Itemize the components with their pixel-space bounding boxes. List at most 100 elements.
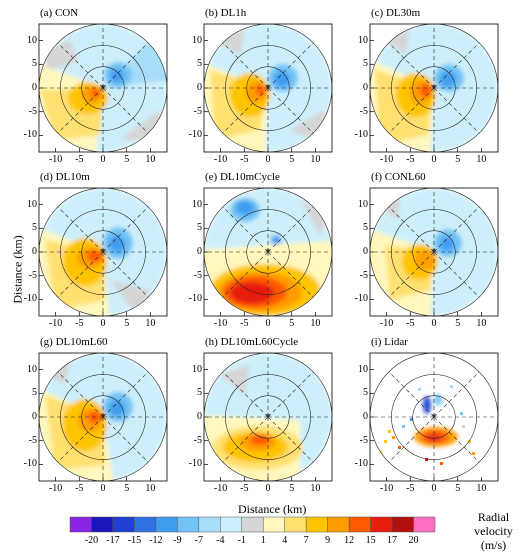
- radar-site-marker: *: [101, 83, 106, 93]
- panel-title-b: (b) DL1h: [205, 7, 247, 19]
- colorbar-swatch: [284, 516, 307, 533]
- x-tick-label: 5: [455, 483, 461, 494]
- panel-grid: *: [369, 352, 499, 482]
- colorbar-tick-label: 17: [387, 535, 398, 546]
- azimuth-spoke: [222, 371, 269, 418]
- azimuth-spoke: [433, 371, 480, 418]
- x-tick-label: 5: [124, 483, 130, 494]
- y-tick-label: 0: [363, 82, 368, 93]
- radar-site-marker: *: [432, 83, 437, 93]
- x-tick-label: 10: [310, 483, 321, 494]
- y-tick-label: 10: [358, 34, 368, 46]
- azimuth-spoke: [102, 416, 149, 463]
- azimuth-spoke: [102, 371, 149, 418]
- y-tick-label: -5: [359, 434, 368, 446]
- colorbar-swatch: [198, 516, 221, 533]
- colorbar-tick-label: -17: [106, 535, 120, 546]
- azimuth-spoke: [388, 371, 435, 418]
- x-tick-label: -5: [75, 318, 84, 329]
- azimuth-spoke: [388, 206, 435, 253]
- azimuth-spoke: [433, 416, 480, 463]
- x-tick-label: 0: [265, 154, 271, 165]
- y-tick-label: -5: [193, 269, 202, 281]
- radar-site-marker: *: [432, 412, 437, 422]
- colorbar-swatch: [177, 516, 200, 533]
- x-tick-label: -5: [240, 154, 249, 165]
- colorbar-swatch: [241, 516, 264, 533]
- azimuth-spoke: [433, 87, 480, 134]
- x-tick-label: 0: [431, 483, 437, 494]
- x-tick-label: -5: [406, 154, 415, 165]
- y-tick-label: 10: [27, 34, 37, 46]
- y-tick-label: 5: [32, 58, 37, 70]
- y-tick-label: -10: [188, 293, 202, 305]
- y-tick-label: -5: [28, 269, 37, 281]
- x-tick-label: 10: [310, 318, 321, 329]
- y-tick-label: -5: [193, 434, 202, 446]
- y-tick-label: -5: [359, 269, 368, 281]
- y-tick-label: 10: [192, 34, 202, 46]
- y-tick-label: 5: [363, 387, 368, 399]
- x-tick-label: 5: [455, 154, 461, 165]
- radar-site-marker: *: [432, 247, 437, 257]
- colorbar-swatch: [155, 516, 178, 533]
- x-tick-label: 5: [289, 154, 295, 165]
- azimuth-spoke: [267, 371, 314, 418]
- azimuth-spoke: [388, 251, 435, 298]
- azimuth-spoke: [433, 42, 480, 89]
- panel-title-i: (i) Lidar: [371, 336, 408, 348]
- colorbar-swatch: [391, 516, 414, 533]
- y-tick-label: 0: [32, 411, 37, 422]
- y-tick-label: 5: [363, 58, 368, 70]
- x-tick-label: -10: [48, 483, 63, 494]
- colorbar-tick-label: -1: [237, 535, 246, 546]
- panel-title-e: (e) DL10mCycle: [205, 171, 280, 183]
- y-tick-label: 5: [197, 387, 202, 399]
- colorbar-tick-label: -12: [149, 535, 163, 546]
- azimuth-spoke: [57, 416, 104, 463]
- colorbar-swatch: [413, 516, 436, 533]
- radar-site-marker: *: [266, 412, 271, 422]
- azimuth-spoke: [57, 251, 104, 298]
- colorbar-tick-label: 1: [260, 535, 266, 546]
- panel-grid: *: [203, 352, 333, 482]
- panel-grid: *: [203, 23, 333, 153]
- y-tick-label: -5: [28, 434, 37, 446]
- x-tick-label: 5: [289, 318, 295, 329]
- panel-grid: *: [38, 23, 168, 153]
- colorbar-tick-label: -20: [84, 535, 99, 546]
- x-tick-label: -10: [213, 318, 228, 329]
- panel-grid: *: [38, 187, 168, 317]
- y-tick-label: 10: [192, 363, 202, 375]
- y-tick-label: -10: [23, 293, 37, 305]
- panel-title-f: (f) CONL60: [371, 171, 426, 183]
- y-tick-label: 5: [32, 222, 37, 234]
- x-tick-label: 10: [145, 483, 156, 494]
- azimuth-spoke: [222, 206, 269, 253]
- x-tick-label: 5: [289, 483, 295, 494]
- panel-title-g: (g) DL10mL60: [40, 336, 108, 348]
- x-tick-label: 0: [265, 483, 271, 494]
- panel-title-h: (h) DL10mL60Cycle: [205, 336, 299, 348]
- y-tick-label: -5: [193, 105, 202, 117]
- x-tick-label: 5: [455, 318, 461, 329]
- y-tick-label: -10: [354, 293, 368, 305]
- y-tick-label: -10: [23, 129, 37, 141]
- y-tick-label: 0: [197, 411, 202, 422]
- colorbar-swatch: [69, 516, 92, 533]
- colorbar-swatch: [91, 516, 114, 533]
- y-tick-label: 0: [363, 411, 368, 422]
- x-tick-label: 10: [145, 154, 156, 165]
- azimuth-spoke: [102, 206, 149, 253]
- panel-grid: *: [369, 187, 499, 317]
- y-tick-label: 10: [358, 198, 368, 210]
- axis-ticks: [39, 40, 482, 481]
- radar-site-marker: *: [266, 247, 271, 257]
- x-tick-label: -10: [379, 154, 394, 165]
- x-tick-label: -5: [406, 483, 415, 494]
- panel-f: [369, 187, 499, 317]
- colorbar-tick-label: -4: [216, 535, 225, 546]
- x-tick-label: -10: [213, 483, 228, 494]
- azimuth-spoke: [433, 251, 480, 298]
- panel-c: [369, 23, 499, 153]
